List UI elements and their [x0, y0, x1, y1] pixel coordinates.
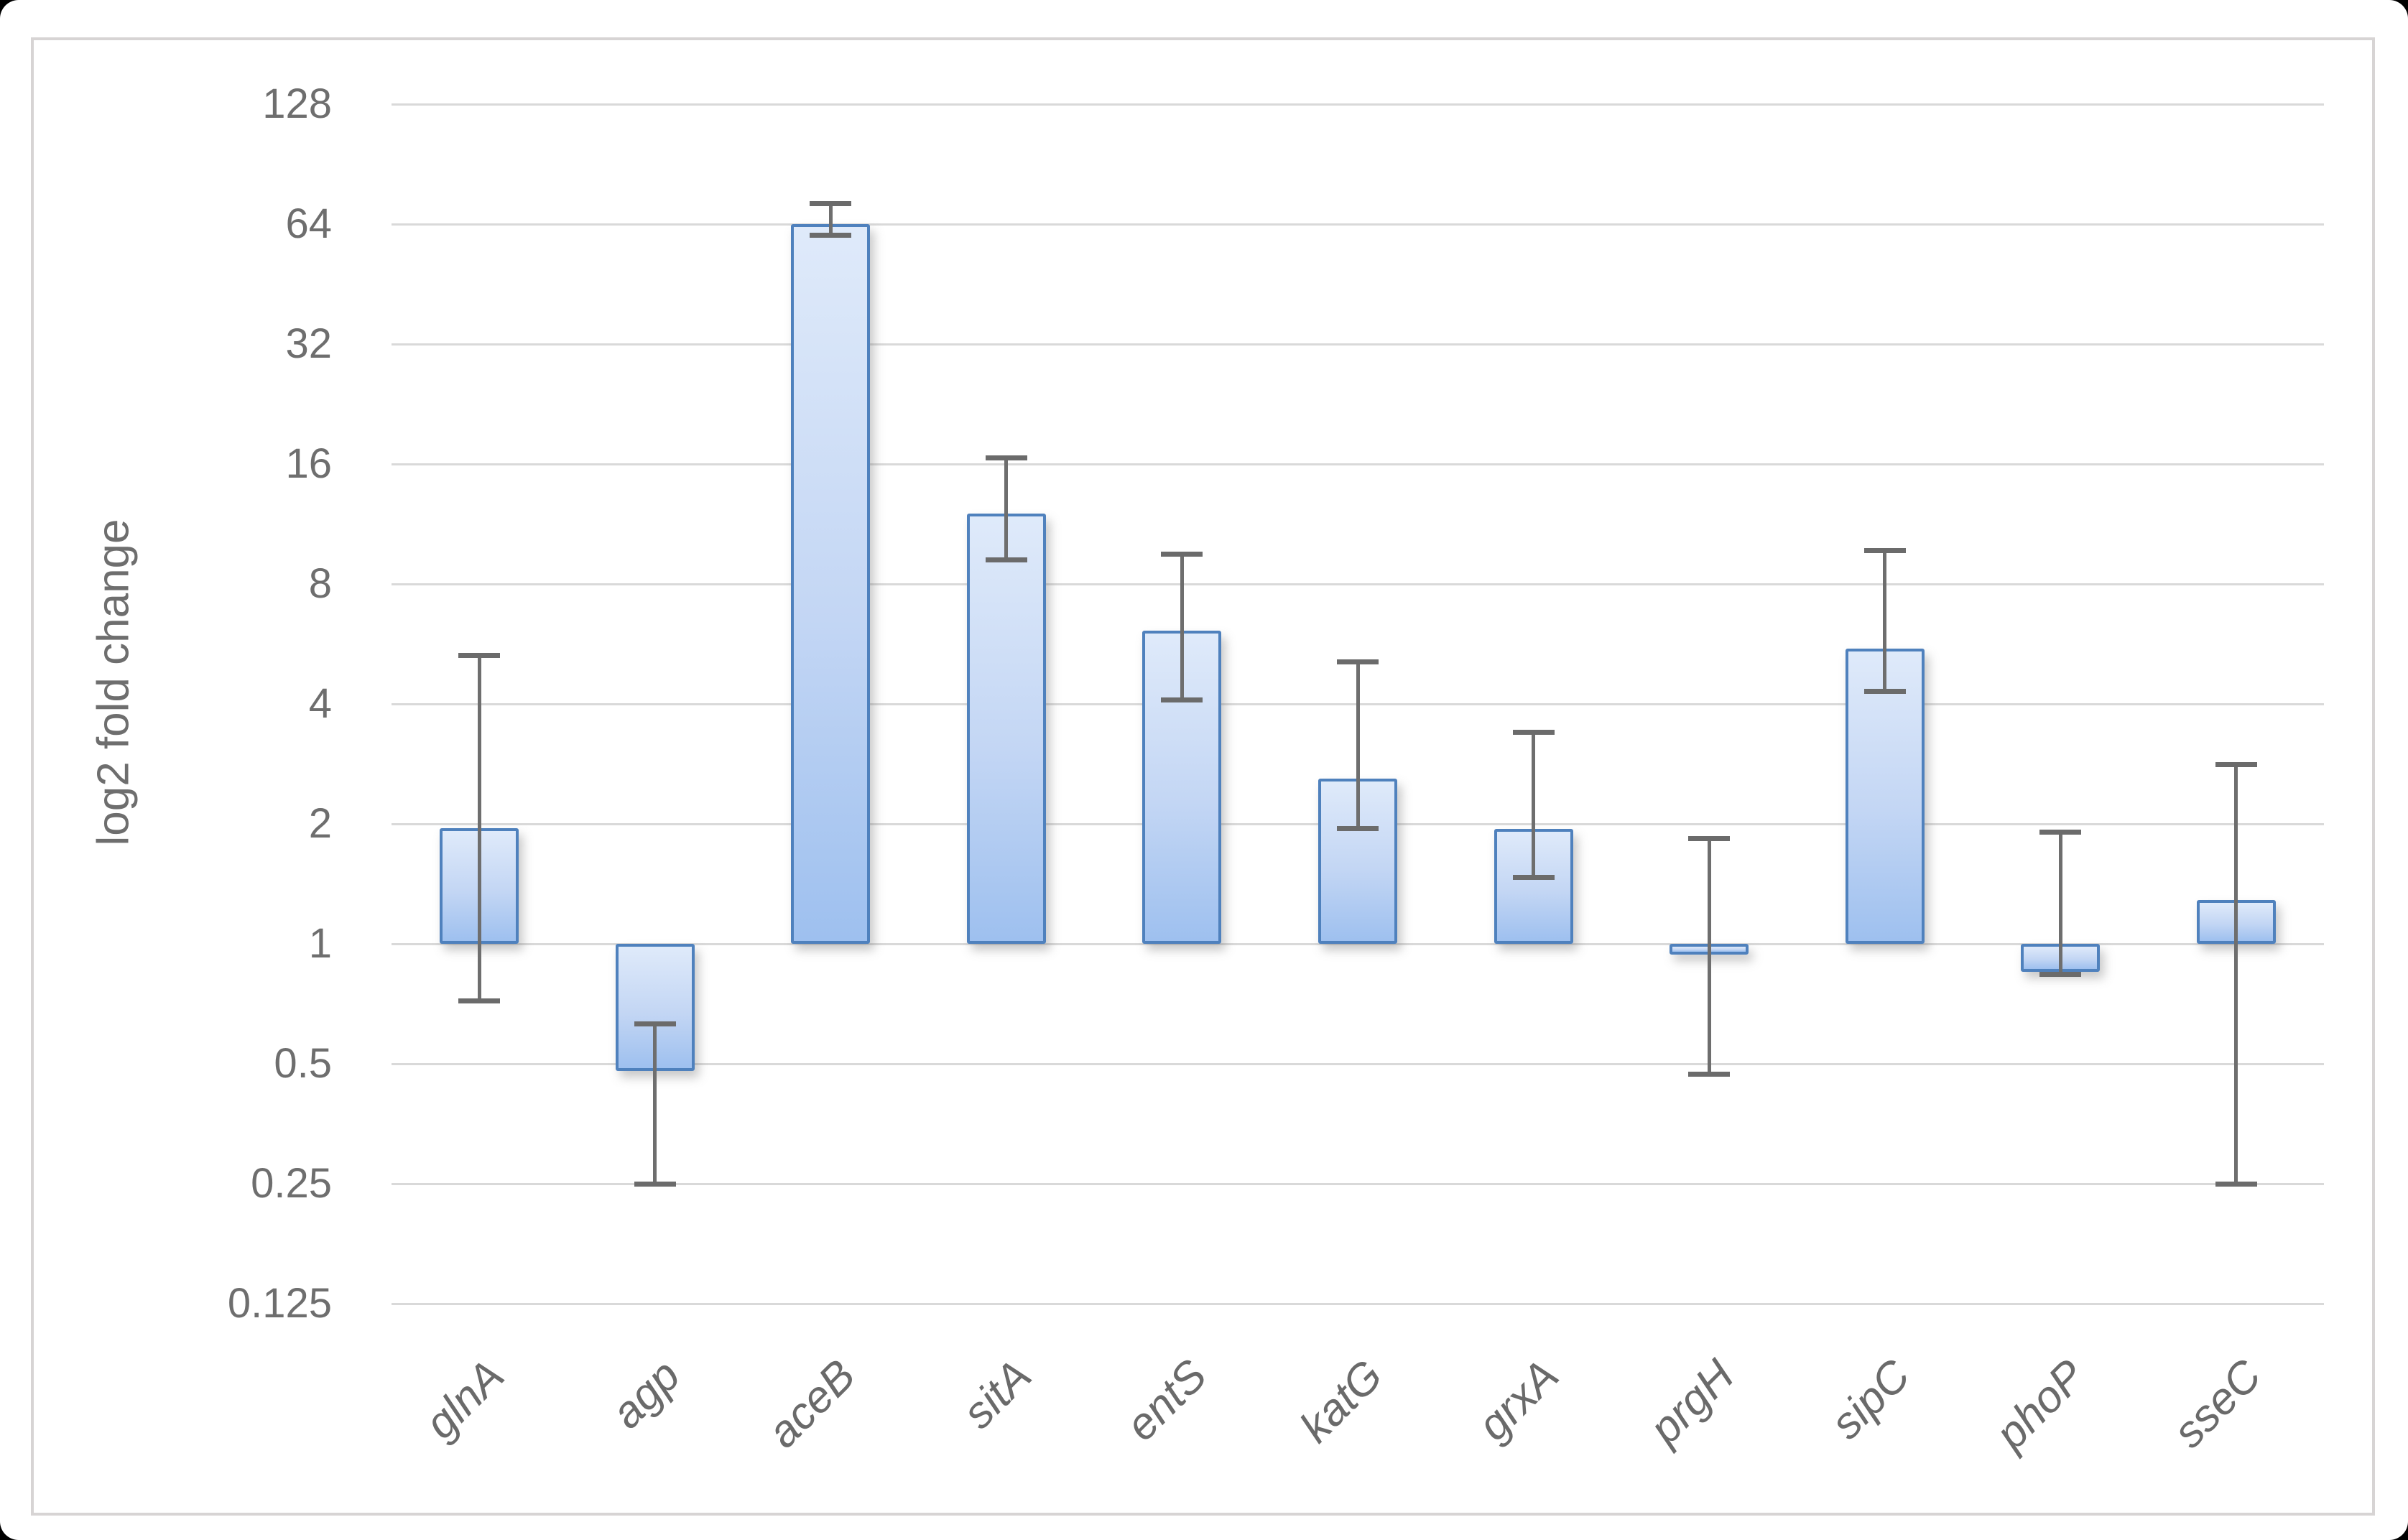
y-tick-label: 0.5: [274, 1040, 332, 1087]
error-bar-upper-cap-sipC: [1863, 548, 1906, 554]
error-bar-lower-cap-phoP: [2039, 971, 2082, 977]
gridline-8: [392, 583, 2324, 585]
y-tick-label: 64: [285, 200, 332, 247]
error-bar-lower-cap-sitA: [985, 557, 1027, 562]
error-bar-upper-cap-prgH: [1688, 835, 1731, 841]
gridline-0.5: [392, 1063, 2324, 1065]
gridline-1: [392, 943, 2324, 945]
gridline-0.125: [392, 1303, 2324, 1305]
error-bar-lower-cap-glnA: [458, 998, 501, 1003]
error-bar-lower-cap-agp: [634, 1181, 676, 1187]
error-bar-upper-cap-sseC: [2215, 761, 2257, 767]
error-bar-lower-cap-grxA: [1512, 874, 1555, 880]
error-bar-line-sseC: [2234, 764, 2238, 1184]
error-bar-upper-cap-entS: [1161, 552, 1203, 557]
error-bar-lower-cap-entS: [1161, 697, 1203, 702]
error-bar-line-entS: [1180, 554, 1184, 700]
y-tick-label: 16: [285, 440, 332, 487]
error-bar-line-sitA: [1004, 458, 1009, 560]
error-bar-line-aceB: [828, 203, 833, 236]
y-tick-label: 8: [308, 560, 332, 607]
error-bar-upper-cap-grxA: [1512, 729, 1555, 735]
bar-agp: [615, 944, 695, 1071]
error-bar-line-prgH: [1707, 838, 1711, 1075]
error-bar-line-glnA: [477, 655, 481, 1001]
y-tick-label: 2: [308, 800, 332, 847]
error-bar-upper-cap-katG: [1337, 659, 1379, 664]
y-tick-label: 4: [308, 680, 332, 727]
error-bar-upper-cap-aceB: [810, 201, 852, 207]
error-bar-lower-cap-sipC: [1863, 689, 1906, 695]
error-bar-line-phoP: [2058, 832, 2062, 974]
gridline-0.25: [392, 1183, 2324, 1185]
bar-aceB: [791, 224, 871, 944]
error-bar-line-sipC: [1883, 550, 1887, 692]
gridline-128: [392, 103, 2324, 106]
error-bar-upper-cap-agp: [634, 1021, 676, 1026]
error-bar-upper-cap-phoP: [2039, 829, 2082, 835]
error-bar-lower-cap-prgH: [1688, 1072, 1731, 1077]
bar-sitA: [966, 514, 1046, 944]
y-tick-label: 128: [262, 80, 332, 127]
bar-sipC: [1845, 649, 1925, 944]
gridline-32: [392, 343, 2324, 345]
error-bar-upper-cap-sitA: [985, 455, 1027, 460]
error-bar-lower-cap-katG: [1337, 825, 1379, 831]
y-tick-label: 1: [308, 920, 332, 967]
error-bar-upper-cap-glnA: [458, 652, 501, 658]
gridline-16: [392, 463, 2324, 465]
error-bar-line-katG: [1356, 662, 1360, 829]
y-tick-label: 32: [285, 320, 332, 367]
error-bar-lower-cap-sseC: [2215, 1181, 2257, 1187]
y-tick-label: 0.25: [251, 1160, 332, 1207]
error-bar-line-grxA: [1532, 732, 1536, 878]
error-bar-line-agp: [653, 1024, 657, 1184]
error-bar-lower-cap-aceB: [810, 233, 852, 238]
y-tick-label: 0.125: [227, 1280, 332, 1327]
gridline-64: [392, 223, 2324, 226]
